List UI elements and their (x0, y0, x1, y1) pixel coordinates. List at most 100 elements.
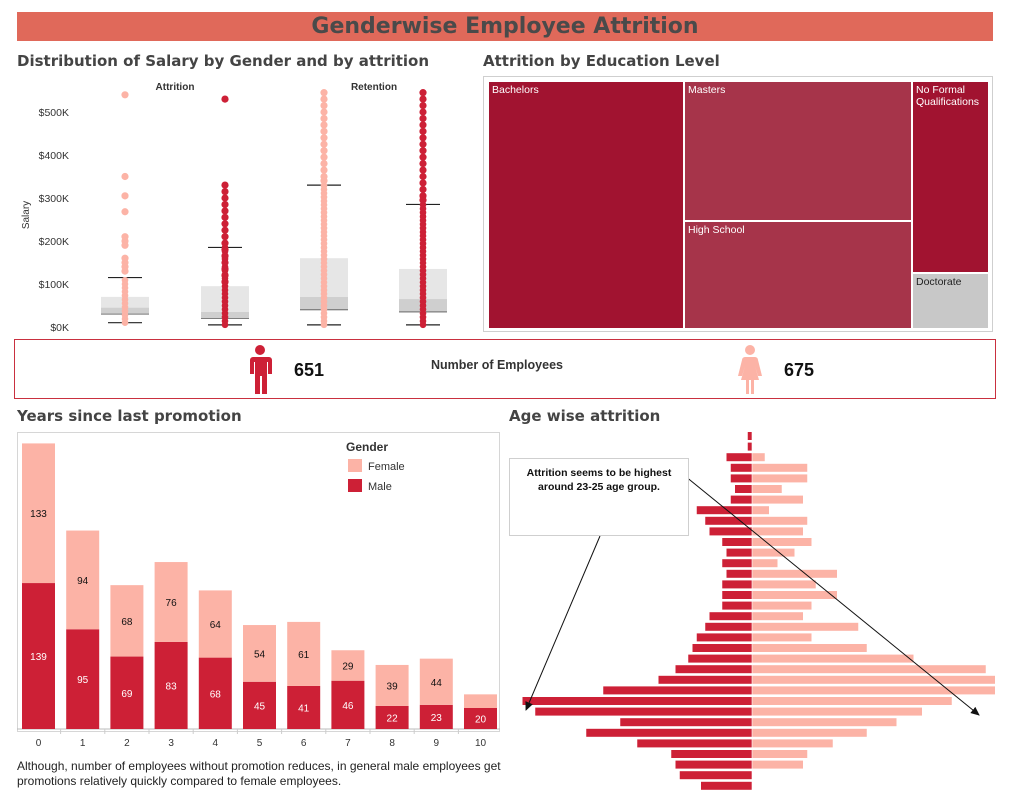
bar-male-9 (419, 704, 453, 729)
bar-label-male: 23 (431, 713, 443, 724)
age-bar-male (535, 707, 752, 716)
age-bar-female (752, 453, 765, 462)
salary-chart-title: Distribution of Salary by Gender and by … (17, 52, 430, 70)
age-bar-male (726, 548, 752, 557)
age-bar-female (752, 612, 803, 621)
salary-outlier-point (320, 114, 328, 123)
bar-female-1 (66, 530, 100, 630)
age-bar-male (722, 580, 752, 589)
bar-label-female: 133 (30, 509, 47, 520)
legend-swatch-female (348, 459, 362, 472)
age-bar-female (752, 506, 769, 515)
salary-outlier-point (419, 185, 427, 193)
salary-outlier-point (419, 108, 427, 116)
age-bar-male (726, 453, 752, 462)
treemap-tile-masters[interactable]: Masters (684, 81, 912, 221)
age-bar-female (752, 718, 897, 727)
bar-male-7 (331, 680, 365, 729)
age-bar-female (752, 739, 833, 748)
age-bar-male (696, 633, 752, 642)
female-employee-count: 675 (784, 360, 815, 380)
salary-outlier-point (121, 208, 129, 216)
salary-tick-label: $100K (39, 279, 69, 291)
annotation-arrow-left (525, 535, 601, 711)
salary-outlier-point (221, 271, 229, 279)
age-bar-male (747, 442, 752, 451)
age-bar-male (620, 718, 752, 727)
age-bar-male (722, 601, 752, 610)
age-bar-male (722, 559, 752, 568)
age-bar-male (696, 506, 752, 515)
salary-outlier-point (121, 241, 129, 249)
treemap-tile-doctorate[interactable]: Doctorate (912, 273, 989, 329)
x-tick-label: 9 (434, 738, 440, 749)
bar-label-female: 54 (254, 649, 266, 660)
x-tick-label: 10 (475, 738, 487, 749)
treemap-label: Masters (688, 84, 726, 96)
salary-outlier-point (320, 153, 328, 161)
bar-label-male: 95 (77, 675, 89, 686)
salary-outlier-point (221, 233, 229, 241)
x-tick-label: 4 (213, 738, 219, 749)
salary-boxplot-chart[interactable]: Salary $0K $100K $200K $300K $400K $500K Attrit… (17, 76, 477, 334)
bar-label-male: 46 (342, 701, 354, 712)
bar-label-male: 68 (210, 689, 222, 700)
salary-outlier-point (121, 172, 129, 181)
legend-label-female: Female (368, 461, 405, 473)
treemap-tile-no-formal[interactable]: No Formal Qualifications (912, 81, 989, 273)
bar-male-8 (375, 705, 409, 729)
salary-outlier-point (419, 166, 427, 174)
panel-header-retention: Retention (351, 82, 397, 93)
age-chart-title: Age wise attrition (509, 407, 661, 425)
salary-outlier-point (419, 153, 427, 161)
age-bar-male (692, 644, 752, 652)
promotion-footnote: Although, number of employees without pr… (17, 759, 501, 788)
legend-swatch-male (348, 479, 362, 492)
salary-outlier-point (320, 101, 328, 110)
employee-count-panel: 651 Number of Employees 675 (14, 339, 996, 399)
age-bar-female (752, 728, 867, 737)
age-bar-male (701, 781, 752, 790)
promotion-stacked-bar-chart[interactable]: 139 133 0 95 94 1 69 68 2 83 76 3 68 64 4 45 54 5 41 61 6 46 2… (17, 432, 501, 752)
age-annotation-callout: Attrition seems to be highest around 23-… (509, 458, 689, 536)
salary-outlier-point (221, 187, 229, 196)
bar-female-7 (331, 650, 365, 681)
bar-label-female: 68 (121, 617, 133, 628)
salary-outlier-point (419, 121, 427, 129)
treemap-tile-bachelors[interactable]: Bachelors (488, 81, 684, 329)
x-tick-label: 2 (124, 738, 130, 749)
bar-label-male: 22 (387, 713, 399, 724)
salary-outlier-point (419, 196, 427, 204)
salary-outlier-point (221, 278, 229, 286)
age-bar-male (709, 612, 752, 621)
bar-label-female: 64 (210, 620, 222, 631)
bar-male-0 (22, 583, 55, 729)
bar-female-10 (464, 694, 497, 708)
salary-outlier-point (320, 177, 328, 185)
age-bar-male (722, 591, 752, 599)
salary-outlier-point (320, 166, 328, 174)
age-bar-male (586, 728, 752, 737)
treemap-tile-high-school[interactable]: High School (684, 221, 912, 329)
age-attrition-pyramid-chart[interactable] (505, 428, 995, 794)
salary-outlier-point (419, 179, 427, 187)
bar-label-male: 41 (298, 703, 310, 714)
salary-tick-label: $400K (39, 150, 69, 162)
age-bar-female (752, 559, 778, 568)
age-bar-male (722, 538, 752, 546)
bar-label-male: 139 (30, 652, 47, 663)
salary-outlier-point (121, 91, 129, 99)
salary-outlier-point (320, 160, 328, 168)
male-person-icon (250, 345, 272, 394)
age-bar-male (726, 569, 752, 578)
legend-label-male: Male (368, 481, 392, 493)
salary-outlier-point (221, 220, 229, 228)
salary-outlier-point (419, 95, 427, 103)
salary-outlier-point (320, 108, 328, 116)
salary-outlier-point (221, 265, 229, 273)
bar-label-male: 45 (254, 701, 266, 712)
x-tick-label: 3 (168, 738, 174, 749)
age-bar-female (752, 485, 782, 493)
bar-label-male: 69 (121, 689, 133, 700)
salary-tick-label: $0K (50, 322, 69, 334)
